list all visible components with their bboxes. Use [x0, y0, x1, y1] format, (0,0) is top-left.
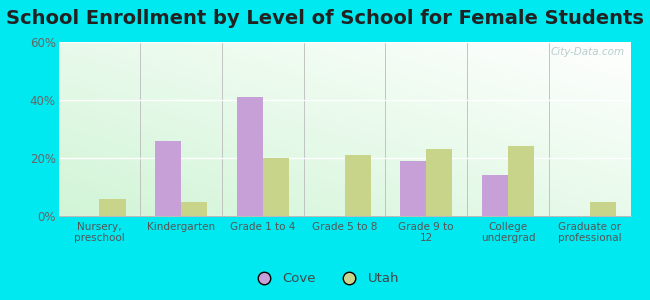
- Bar: [99, 199, 125, 216]
- Legend: Cove, Utah: Cove, Utah: [246, 267, 404, 290]
- Bar: [263, 158, 289, 216]
- Bar: [426, 149, 452, 216]
- Text: School Enrollment by Level of School for Female Students: School Enrollment by Level of School for…: [6, 9, 644, 28]
- Text: City-Data.com: City-Data.com: [551, 47, 625, 57]
- Bar: [237, 97, 263, 216]
- Bar: [155, 141, 181, 216]
- Bar: [400, 161, 426, 216]
- Bar: [344, 155, 370, 216]
- Bar: [508, 146, 534, 216]
- Bar: [482, 176, 508, 216]
- Bar: [590, 202, 616, 216]
- Bar: [181, 202, 207, 216]
